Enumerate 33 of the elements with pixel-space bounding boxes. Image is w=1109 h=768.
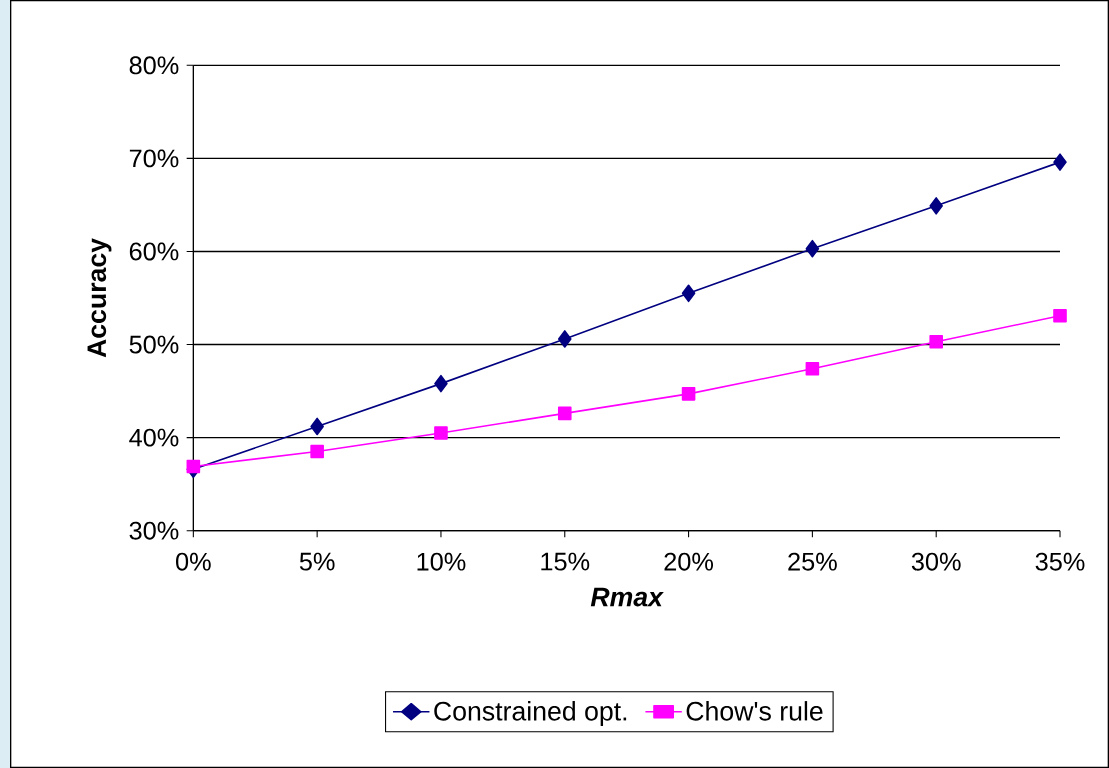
point	[681, 284, 696, 303]
point	[434, 426, 448, 440]
x-tick-label: 20%	[664, 552, 714, 571]
y-tick-label: 80%	[129, 56, 179, 75]
legend-label: Constrained opt.	[434, 701, 627, 726]
y-tick-label: 70%	[129, 149, 179, 168]
point	[557, 330, 572, 348]
point	[681, 387, 696, 401]
point	[805, 361, 820, 376]
x-tick-label: 30%	[911, 552, 961, 571]
point	[557, 406, 572, 421]
x-axis-title: Rmax	[590, 587, 664, 607]
y-axis-title: Accuracy	[87, 238, 112, 358]
legend-label: Chow's rule	[686, 701, 823, 721]
x-tick-label: 10%	[417, 552, 466, 571]
point	[929, 197, 943, 215]
x-tick-label: 5%	[299, 552, 335, 571]
point	[1053, 153, 1067, 171]
point	[310, 444, 324, 459]
x-tick-label: 0%	[176, 552, 211, 571]
point	[310, 417, 324, 436]
y-tick-label: 60%	[129, 242, 179, 261]
x-tick-label: 35%	[1035, 552, 1085, 571]
point	[929, 334, 943, 349]
x-tick-label: 25%	[788, 552, 837, 571]
point	[805, 239, 820, 258]
y-tick-label: 40%	[129, 428, 179, 447]
y-tick-label: 30%	[129, 521, 179, 540]
point	[186, 459, 201, 474]
y-tick-label: 50%	[129, 335, 179, 354]
x-tick-label: 15%	[541, 552, 590, 571]
point	[434, 374, 448, 393]
point	[1053, 308, 1067, 323]
